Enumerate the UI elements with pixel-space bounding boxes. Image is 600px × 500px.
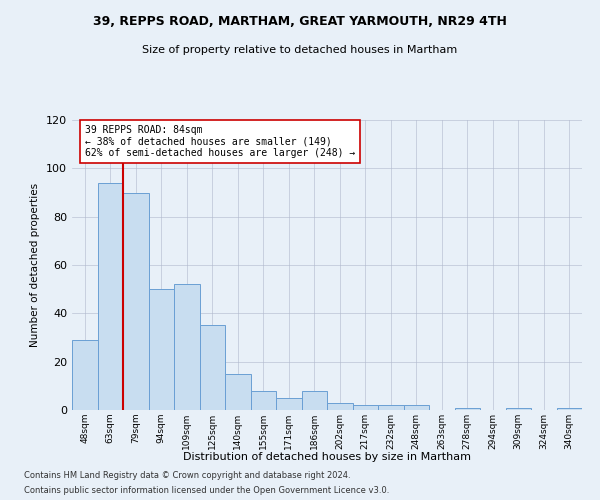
Bar bbox=[251, 390, 276, 410]
Bar bbox=[327, 403, 353, 410]
Bar bbox=[302, 390, 327, 410]
Text: 39, REPPS ROAD, MARTHAM, GREAT YARMOUTH, NR29 4TH: 39, REPPS ROAD, MARTHAM, GREAT YARMOUTH,… bbox=[93, 15, 507, 28]
Bar bbox=[174, 284, 199, 410]
Y-axis label: Number of detached properties: Number of detached properties bbox=[31, 183, 40, 347]
Bar bbox=[404, 405, 429, 410]
Text: Contains public sector information licensed under the Open Government Licence v3: Contains public sector information licen… bbox=[24, 486, 389, 495]
Bar bbox=[199, 326, 225, 410]
Text: Contains HM Land Registry data © Crown copyright and database right 2024.: Contains HM Land Registry data © Crown c… bbox=[24, 471, 350, 480]
Bar bbox=[97, 183, 123, 410]
Bar bbox=[276, 398, 302, 410]
Bar bbox=[505, 408, 531, 410]
Bar bbox=[455, 408, 480, 410]
Bar bbox=[72, 340, 97, 410]
Text: Size of property relative to detached houses in Martham: Size of property relative to detached ho… bbox=[142, 45, 458, 55]
Bar bbox=[378, 405, 404, 410]
Bar bbox=[149, 289, 174, 410]
Bar bbox=[225, 374, 251, 410]
Bar bbox=[123, 192, 149, 410]
Text: Distribution of detached houses by size in Martham: Distribution of detached houses by size … bbox=[183, 452, 471, 462]
Text: 39 REPPS ROAD: 84sqm
← 38% of detached houses are smaller (149)
62% of semi-deta: 39 REPPS ROAD: 84sqm ← 38% of detached h… bbox=[85, 125, 355, 158]
Bar bbox=[353, 405, 378, 410]
Bar bbox=[557, 408, 582, 410]
